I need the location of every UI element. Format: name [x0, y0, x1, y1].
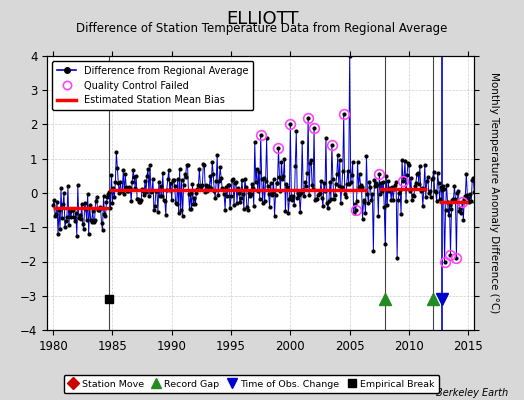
- Text: Difference of Station Temperature Data from Regional Average: Difference of Station Temperature Data f…: [77, 22, 447, 35]
- Text: ELLIOTT: ELLIOTT: [226, 10, 298, 28]
- Legend: Station Move, Record Gap, Time of Obs. Change, Empirical Break: Station Move, Record Gap, Time of Obs. C…: [63, 375, 440, 393]
- Legend: Difference from Regional Average, Quality Control Failed, Estimated Station Mean: Difference from Regional Average, Qualit…: [52, 61, 254, 110]
- Text: Berkeley Earth: Berkeley Earth: [436, 388, 508, 398]
- Y-axis label: Monthly Temperature Anomaly Difference (°C): Monthly Temperature Anomaly Difference (…: [488, 72, 498, 314]
